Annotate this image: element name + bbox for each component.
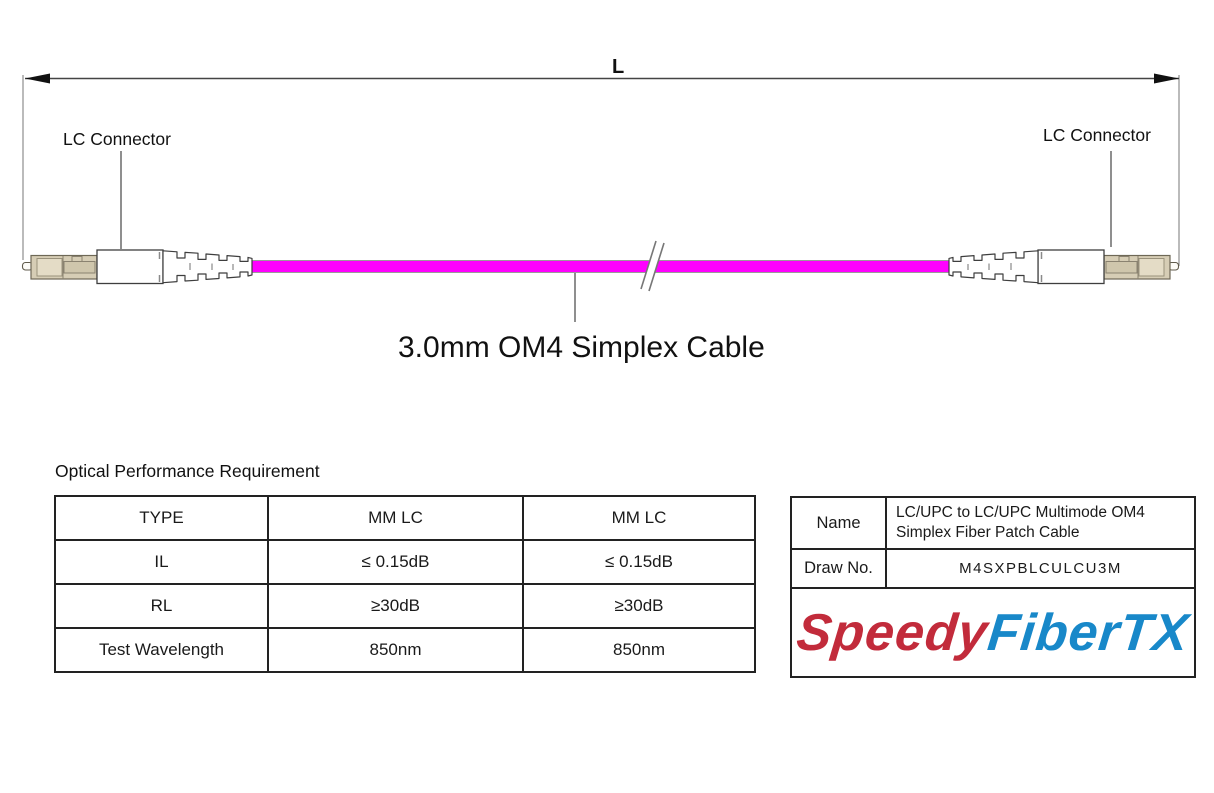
name-value-line1: LC/UPC to LC/UPC Multimode OM4 bbox=[896, 503, 1145, 521]
title-block-name-row: Name LC/UPC to LC/UPC Multimode OM4 Simp… bbox=[792, 498, 1194, 550]
left-housing-latch bbox=[63, 261, 96, 274]
fiber-cable bbox=[251, 260, 953, 273]
left-housing-latch-step bbox=[71, 256, 83, 262]
row-label-test-wavelength: Test Wavelength bbox=[54, 627, 269, 673]
left-housing-inner-block bbox=[36, 258, 63, 277]
optical-performance-heading: Optical Performance Requirement bbox=[55, 461, 320, 481]
draw-no-value: M4SXPBLCULCU3M bbox=[887, 550, 1194, 587]
title-block-draw-row: Draw No. M4SXPBLCULCU3M bbox=[792, 550, 1194, 589]
row-label-il: IL bbox=[54, 539, 269, 585]
name-value-line2: Simplex Fiber Patch Cable bbox=[896, 524, 1080, 541]
right-lc-connector bbox=[948, 249, 1180, 285]
right-connector-body bbox=[1037, 249, 1105, 285]
right-arrowhead-icon bbox=[1154, 73, 1179, 84]
il-value-2: ≤ 0.15dB bbox=[522, 539, 756, 585]
left-strain-relief-boot bbox=[162, 250, 253, 284]
name-label: Name bbox=[792, 498, 887, 548]
table-row-il: IL ≤ 0.15dB ≤ 0.15dB bbox=[54, 539, 756, 585]
right-connector-label: LC Connector bbox=[1043, 125, 1151, 145]
test-wavelength-value-1: 850nm bbox=[267, 627, 524, 673]
logo-part-speedy: Speedy bbox=[794, 603, 992, 662]
cable-break-gap bbox=[641, 242, 664, 290]
speedyfibertx-logo: SpeedyFiberTX bbox=[794, 603, 1192, 662]
right-strain-relief-boot bbox=[948, 250, 1039, 284]
left-connector-body bbox=[96, 249, 164, 285]
cable-break-line-2 bbox=[648, 242, 665, 292]
col-header-mm-lc-1: MM LC bbox=[267, 495, 524, 541]
optical-performance-table: TYPE MM LC MM LC IL ≤ 0.15dB ≤ 0.15dB RL… bbox=[54, 495, 756, 673]
draw-no-label: Draw No. bbox=[792, 550, 887, 587]
right-housing-inner-block bbox=[1138, 258, 1165, 277]
col-header-type: TYPE bbox=[54, 495, 269, 541]
test-wavelength-value-2: 850nm bbox=[522, 627, 756, 673]
cable-drawing: L LC Connector LC Connector bbox=[21, 56, 1180, 364]
rl-value-1: ≥30dB bbox=[267, 583, 524, 629]
length-dimension-label: L bbox=[612, 56, 624, 78]
table-row-test-wavelength: Test Wavelength 850nm 850nm bbox=[54, 627, 756, 673]
name-value: LC/UPC to LC/UPC Multimode OM4 Simplex F… bbox=[887, 498, 1194, 548]
right-housing-latch bbox=[1105, 261, 1138, 274]
title-block-logo-row: SpeedyFiberTX bbox=[792, 589, 1194, 676]
rl-value-2: ≥30dB bbox=[522, 583, 756, 629]
col-header-mm-lc-2: MM LC bbox=[522, 495, 756, 541]
table-header-row: TYPE MM LC MM LC bbox=[54, 495, 756, 541]
right-housing-latch-step bbox=[1118, 256, 1130, 262]
table-row-rl: RL ≥30dB ≥30dB bbox=[54, 583, 756, 629]
left-connector-label: LC Connector bbox=[63, 129, 171, 149]
draw-no-text: M4SXPBLCULCU3M bbox=[959, 560, 1122, 577]
left-lc-connector bbox=[21, 249, 253, 285]
cable-label: 3.0mm OM4 Simplex Cable bbox=[398, 331, 765, 364]
il-value-1: ≤ 0.15dB bbox=[267, 539, 524, 585]
row-label-rl: RL bbox=[54, 583, 269, 629]
cable-break-line-1 bbox=[640, 240, 657, 290]
logo-part-fibertx: FiberTX bbox=[985, 603, 1192, 662]
title-block: Name LC/UPC to LC/UPC Multimode OM4 Simp… bbox=[790, 496, 1196, 678]
left-arrowhead-icon bbox=[25, 73, 50, 84]
